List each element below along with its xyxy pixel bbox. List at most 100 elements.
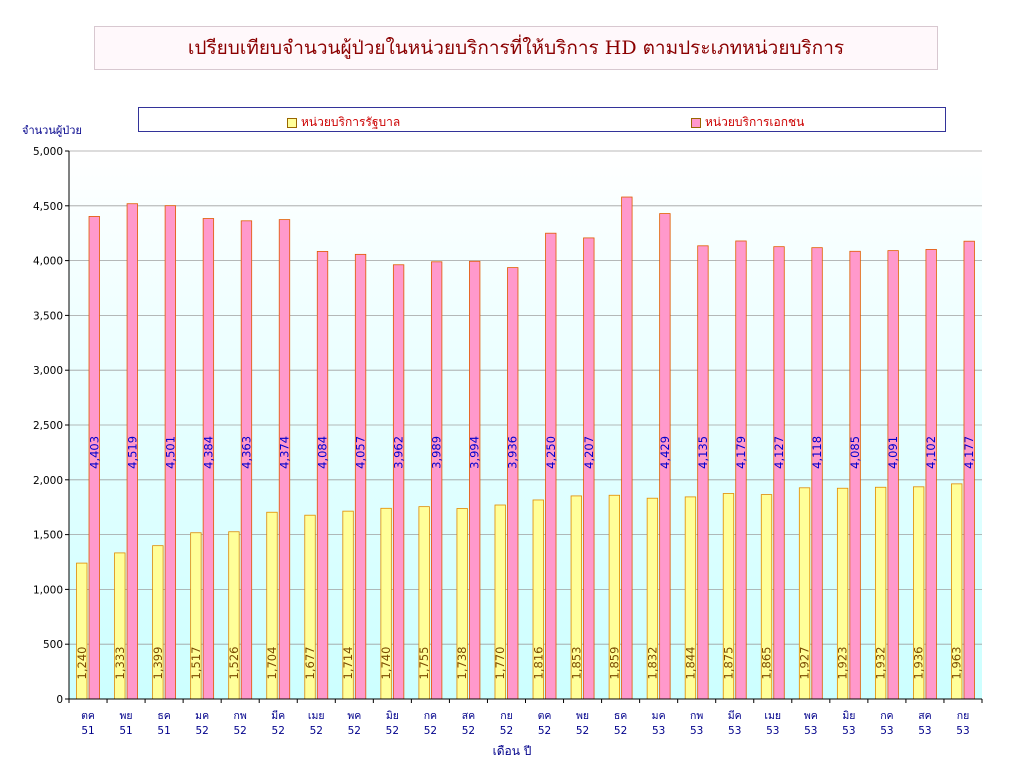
x-tick-label-month: สค [918, 710, 931, 722]
y-tick-label: 1,000 [33, 584, 63, 596]
x-tick-label-month: สค [462, 710, 475, 722]
x-tick-label-year: 53 [880, 725, 893, 737]
x-tick-label-month: มค [652, 710, 666, 722]
data-label-government: 1,399 [151, 647, 165, 680]
y-tick-label: 3,500 [33, 310, 63, 322]
x-tick-label-year: 53 [956, 725, 969, 737]
data-label-government: 1,932 [874, 647, 888, 680]
x-tick-label-year: 51 [81, 725, 94, 737]
data-label-private: 4,501 [163, 436, 177, 469]
data-label-government: 1,770 [493, 647, 507, 680]
data-label-government: 1,526 [227, 647, 241, 680]
data-label-government: 1,755 [417, 647, 431, 680]
data-label-private: 4,179 [734, 436, 748, 469]
y-tick-label: 1,500 [33, 530, 63, 542]
x-axis-label: เดือน ปี [492, 744, 532, 758]
gridlines [69, 150, 982, 645]
data-label-government: 1,677 [303, 647, 317, 680]
data-label-private: 4,135 [696, 436, 710, 469]
axes: 0 500 1,000 1,500 2,000 2,500 3,000 3,500 4,000 4… [33, 146, 983, 737]
x-tick-label-month: ตค [81, 710, 95, 722]
x-tick-label-month: พค [347, 710, 361, 722]
x-tick-label-year: 51 [119, 725, 132, 737]
data-label-government: 1,844 [683, 647, 697, 680]
data-label-government: 1,923 [836, 647, 850, 680]
x-tick-label-year: 52 [538, 725, 551, 737]
data-label-private: 4,091 [886, 436, 900, 469]
x-tick-label-year: 53 [690, 725, 703, 737]
data-label-private: 4,085 [848, 436, 862, 469]
x-tick-label-year: 53 [652, 725, 665, 737]
data-label-government: 1,517 [189, 647, 203, 680]
x-tick-label-month: กย [500, 710, 513, 722]
data-label-private: 4,519 [125, 436, 139, 469]
data-label-private: 4,429 [658, 436, 672, 469]
x-tick-label-month: พค [804, 710, 818, 722]
x-tick-label-year: 52 [500, 725, 513, 737]
bar-private [887, 250, 899, 700]
bar-private [811, 247, 823, 700]
x-tick-label-month: มีค [271, 709, 285, 722]
bar-private [773, 246, 785, 700]
bar-private [316, 250, 329, 700]
data-label-private: 4,084 [316, 436, 330, 469]
data-label-government: 1,240 [75, 647, 89, 680]
bar-private [392, 264, 405, 700]
data-label-private: 3,962 [392, 436, 406, 469]
x-tick-label-year: 53 [804, 725, 817, 737]
x-tick-label-month: ธค [157, 710, 170, 722]
y-tick-label: 500 [43, 639, 63, 651]
x-tick-label-month: กพ [690, 710, 703, 722]
chart-title-box: เปรียบเทียบจำนวนผู้ป่วยในหน่วยบริการที่ใ… [94, 26, 938, 70]
data-label-government: 1,832 [645, 647, 659, 680]
x-tick-label-month: เมย [308, 710, 325, 722]
data-labels: 1,240 1,333 1,399 1,517 1,526 1,704 1,677 1,714… [75, 436, 976, 680]
data-label-private: 4,403 [87, 436, 101, 469]
x-tick-label-year: 51 [157, 725, 170, 737]
data-label-private: 3,989 [430, 436, 444, 469]
bar-private [621, 196, 633, 700]
data-label-government: 1,875 [721, 647, 735, 680]
data-label-government: 1,865 [760, 647, 774, 680]
x-tick-label-month: มีค [728, 709, 742, 722]
x-tick-label-year: 53 [728, 725, 741, 737]
bar-private [469, 260, 481, 700]
bar-private [354, 253, 367, 700]
data-label-government: 1,859 [607, 647, 621, 680]
data-label-private: 4,374 [277, 436, 291, 469]
x-tick-label-year: 52 [614, 725, 627, 737]
x-tick-label-month: เมย [764, 710, 781, 722]
x-tick-label-year: 53 [842, 725, 855, 737]
y-tick-label: 4,000 [33, 256, 63, 268]
y-tick-label: 0 [56, 694, 63, 706]
data-label-government: 1,738 [455, 647, 469, 680]
y-axis-label: จำนวนผู้ป่วย [22, 124, 82, 137]
x-tick-label-year: 53 [918, 725, 931, 737]
y-tick-label: 2,000 [33, 475, 63, 487]
data-label-private: 4,250 [544, 436, 558, 469]
x-tick-label-year: 52 [310, 725, 323, 737]
data-label-private: 4,118 [810, 436, 824, 469]
data-label-government: 1,333 [113, 647, 127, 680]
x-tick-label-year: 52 [348, 725, 361, 737]
legend-swatch-private [691, 117, 701, 128]
y-tick-label: 4,500 [33, 201, 63, 213]
data-label-government: 1,714 [341, 647, 355, 680]
x-tick-label-month: ธค [614, 710, 627, 722]
legend-item-government: หน่วยบริการรัฐบาล [287, 113, 400, 132]
x-tick-label-year: 53 [766, 725, 779, 737]
data-label-government: 1,927 [798, 647, 812, 680]
data-label-private: 4,057 [354, 436, 368, 469]
bar-private [430, 261, 443, 700]
bars [76, 196, 975, 700]
bar-private [507, 267, 519, 700]
x-tick-label-year: 52 [576, 725, 589, 737]
legend-swatch-government [287, 117, 297, 128]
data-label-private: 4,363 [239, 436, 253, 469]
bar-private [963, 240, 975, 700]
data-label-private: 3,936 [506, 436, 520, 469]
bar-private [735, 240, 747, 700]
x-tick-label-month: มค [195, 710, 209, 722]
x-tick-label-month: กค [880, 710, 893, 722]
